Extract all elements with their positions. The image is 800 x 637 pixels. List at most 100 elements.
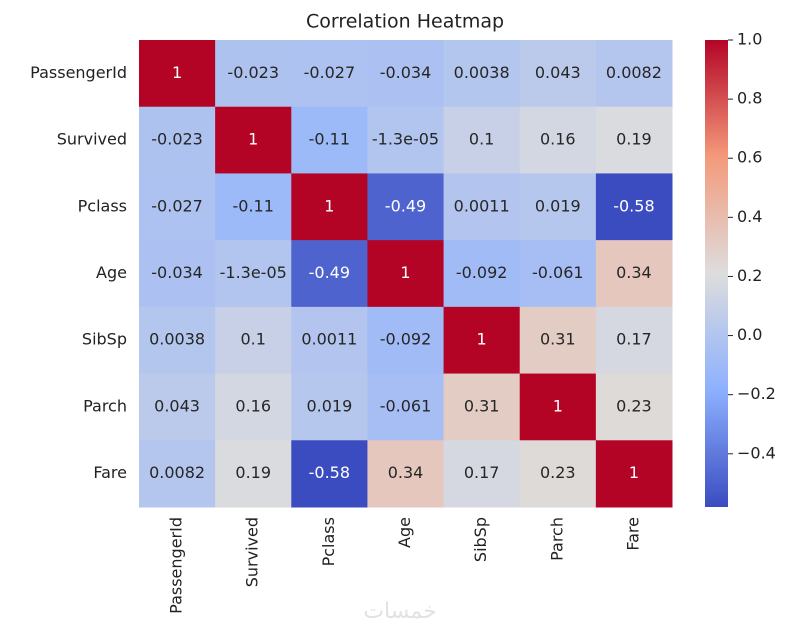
heatmap-cell bbox=[215, 306, 292, 375]
heatmap-cell bbox=[367, 240, 445, 308]
cell-label: 0.31 bbox=[464, 396, 500, 415]
heatmap-cell bbox=[139, 40, 216, 108]
heatmap-cell bbox=[519, 106, 597, 174]
heatmap-cell bbox=[595, 106, 673, 174]
cell-label: -0.034 bbox=[380, 63, 432, 82]
watermark: خمسات bbox=[363, 599, 436, 624]
cell-label: 1 bbox=[553, 396, 563, 415]
heatmap-cell bbox=[367, 306, 445, 375]
cell-label: 0.043 bbox=[154, 396, 200, 415]
heatmap-cell bbox=[443, 440, 521, 508]
heatmap-cell bbox=[291, 440, 368, 508]
cell-label: 0.23 bbox=[540, 463, 576, 482]
x-tick-label: Fare bbox=[623, 517, 642, 551]
heatmap-cell bbox=[443, 240, 521, 308]
cell-label: -0.11 bbox=[309, 130, 350, 149]
heatmap-cell bbox=[367, 106, 445, 174]
cell-label: 1 bbox=[172, 63, 182, 82]
cell-label: -0.49 bbox=[385, 196, 426, 215]
y-tick-label: Survived bbox=[57, 130, 127, 149]
cell-label: -0.023 bbox=[227, 63, 279, 82]
heatmap-cell bbox=[519, 306, 597, 375]
cell-label: -0.092 bbox=[456, 263, 508, 282]
heatmap-cell bbox=[595, 40, 673, 108]
y-tick-label: Parch bbox=[83, 396, 127, 415]
cell-label: 0.31 bbox=[540, 330, 576, 349]
heatmap-cell bbox=[291, 106, 368, 174]
cell-label: -0.027 bbox=[304, 63, 356, 82]
cell-label: 0.0011 bbox=[301, 330, 357, 349]
heatmap-cell bbox=[367, 373, 445, 441]
cell-label: -0.11 bbox=[233, 196, 274, 215]
cell-label: 0.17 bbox=[616, 330, 652, 349]
heatmap-cell bbox=[443, 106, 521, 174]
heatmap-cell bbox=[519, 440, 597, 508]
cell-label: 1 bbox=[400, 263, 410, 282]
heatmap-cell bbox=[595, 240, 673, 308]
heatmap-cell bbox=[139, 173, 216, 241]
heatmap-cell bbox=[215, 173, 292, 241]
heatmap-cell bbox=[139, 306, 216, 375]
heatmap-cell bbox=[215, 106, 292, 174]
heatmap-cell bbox=[519, 173, 597, 241]
cell-label: -1.3e-05 bbox=[372, 130, 439, 149]
heatmap-cell bbox=[215, 373, 292, 441]
x-tick-label: SibSp bbox=[471, 517, 490, 562]
colorbar-tick-label: 0.2 bbox=[737, 266, 762, 285]
heatmap-cell bbox=[139, 440, 216, 508]
cell-label: 0.17 bbox=[464, 463, 500, 482]
cell-label: 0.23 bbox=[616, 396, 652, 415]
heatmap-cell bbox=[443, 173, 521, 241]
heatmap-cell bbox=[139, 106, 216, 174]
heatmap-cell bbox=[291, 240, 368, 308]
colorbar-tick-label: 0.0 bbox=[737, 325, 762, 344]
heatmap-cell bbox=[595, 373, 673, 441]
heatmap-cell bbox=[215, 240, 292, 308]
heatmap-cell bbox=[367, 40, 445, 108]
cell-label: 0.34 bbox=[388, 463, 424, 482]
heatmap-cell bbox=[443, 373, 521, 441]
cell-label: -1.3e-05 bbox=[220, 263, 287, 282]
colorbar bbox=[705, 40, 728, 507]
heatmap-cell bbox=[519, 40, 597, 108]
y-tick-label: PassengerId bbox=[30, 63, 127, 82]
colorbar-tick-label: −0.4 bbox=[737, 443, 776, 462]
heatmap-cell bbox=[595, 173, 673, 241]
cell-label: 0.16 bbox=[235, 396, 271, 415]
heatmap-cell bbox=[367, 173, 445, 241]
cell-label: 0.0011 bbox=[454, 196, 510, 215]
cell-label: 0.0082 bbox=[606, 63, 662, 82]
heatmap-cell bbox=[291, 173, 368, 241]
x-tick-label: Pclass bbox=[319, 517, 338, 566]
heatmap-cell bbox=[595, 306, 673, 375]
x-tick-label: Parch bbox=[547, 517, 566, 561]
colorbar-tick-label: 0.6 bbox=[737, 148, 762, 167]
cell-label: -0.061 bbox=[380, 396, 432, 415]
heatmap-cell bbox=[215, 440, 292, 508]
cell-label: 0.1 bbox=[240, 330, 265, 349]
cell-label: 0.019 bbox=[306, 396, 352, 415]
cell-label: 0.043 bbox=[535, 63, 581, 82]
cell-label: -0.58 bbox=[309, 463, 350, 482]
cell-label: 0.19 bbox=[235, 463, 271, 482]
heatmap-cell bbox=[595, 440, 673, 508]
cell-label: -0.023 bbox=[151, 130, 203, 149]
cell-label: -0.58 bbox=[613, 196, 654, 215]
cell-label: -0.061 bbox=[532, 263, 584, 282]
heatmap-cell bbox=[291, 40, 368, 108]
heatmap-cell bbox=[443, 306, 521, 375]
heatmap-cell bbox=[519, 240, 597, 308]
cell-label: 0.34 bbox=[616, 263, 652, 282]
cell-label: 0.0038 bbox=[149, 330, 205, 349]
cell-label: -0.027 bbox=[151, 196, 203, 215]
colorbar-tick-label: 0.4 bbox=[737, 207, 762, 226]
cell-label: 0.19 bbox=[616, 130, 652, 149]
cell-label: 0.16 bbox=[540, 130, 576, 149]
cell-label: 1 bbox=[477, 330, 487, 349]
colorbar-tick-label: 0.8 bbox=[737, 89, 762, 108]
y-tick-label: Fare bbox=[93, 463, 127, 482]
x-tick-label: Survived bbox=[243, 517, 262, 587]
heatmap-cell bbox=[215, 40, 292, 108]
x-tick-label: PassengerId bbox=[167, 517, 186, 614]
